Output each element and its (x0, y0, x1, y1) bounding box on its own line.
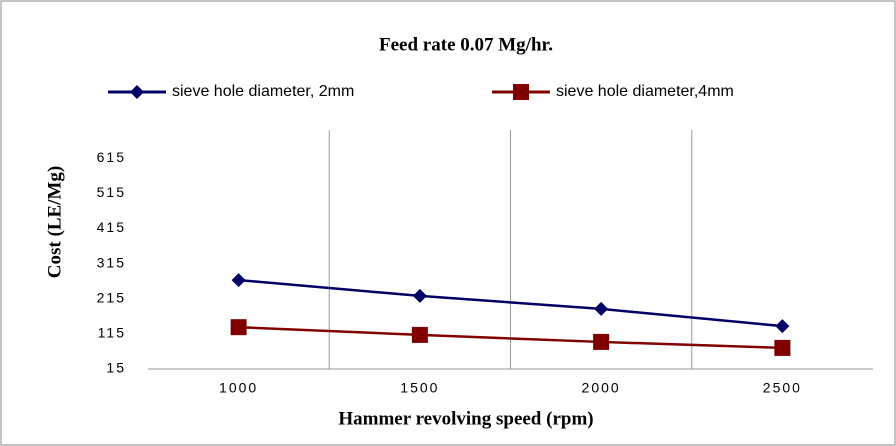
data-point (774, 339, 791, 356)
data-point (775, 319, 790, 334)
series-line (238, 325, 783, 350)
x-tick-label: 1000 (219, 380, 258, 396)
series-line (238, 278, 783, 328)
y-tick-label: 215 (97, 289, 126, 305)
y-tick-label: 415 (97, 219, 126, 235)
x-tick-label: 1500 (400, 380, 439, 396)
y-tick-label: 515 (97, 184, 126, 200)
data-point (411, 326, 428, 343)
legend-marker (130, 85, 144, 99)
y-tick-label: 115 (98, 325, 126, 341)
y-tick-label: 15 (106, 360, 126, 376)
data-point (231, 273, 246, 288)
x-axis-label: Hammer revolving speed (rpm) (338, 408, 593, 429)
legend-label: sieve hole diameter, 2mm (172, 83, 354, 100)
data-point (230, 319, 247, 336)
x-tick-label: 2000 (582, 380, 621, 396)
legend-marker (513, 84, 529, 100)
data-point (594, 301, 609, 316)
y-tick-label: 615 (97, 149, 126, 165)
x-tick-label: 2500 (763, 380, 802, 396)
y-axis-label: Cost (LE/Mg) (44, 166, 65, 278)
data-point (593, 333, 610, 350)
data-point (412, 288, 427, 303)
chart-title: Feed rate 0.07 Mg/hr. (379, 34, 553, 55)
y-tick-label: 315 (97, 254, 126, 270)
legend-label: sieve hole diameter,4mm (556, 83, 734, 100)
